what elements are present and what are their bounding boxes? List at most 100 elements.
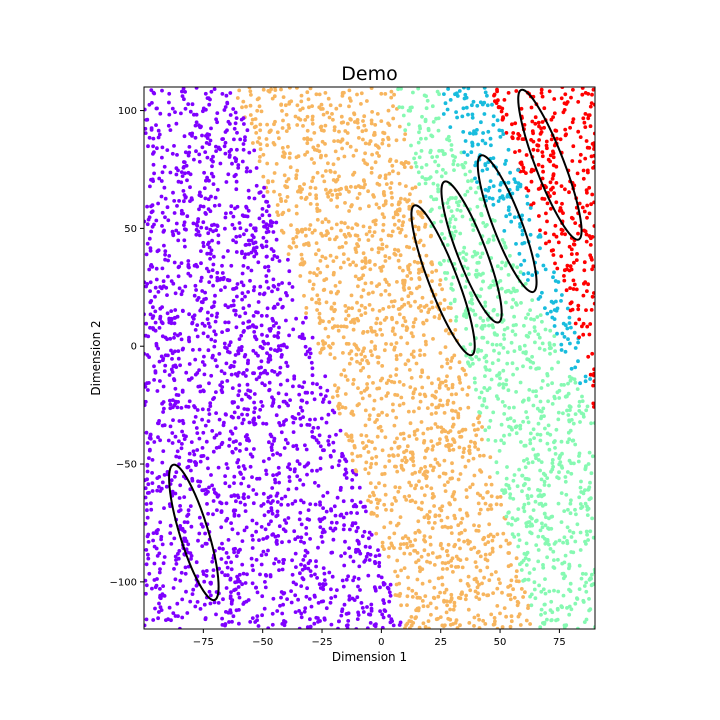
scatter-point <box>500 488 504 493</box>
scatter-point <box>319 102 324 107</box>
scatter-point <box>491 238 496 242</box>
scatter-point <box>412 259 417 264</box>
scatter-point <box>308 417 312 422</box>
scatter-point <box>362 114 367 119</box>
scatter-point <box>415 260 420 265</box>
scatter-point <box>300 257 304 261</box>
scatter-point <box>197 515 202 520</box>
scatter-point <box>258 122 263 127</box>
scatter-point <box>307 105 311 110</box>
scatter-point <box>229 521 234 525</box>
scatter-point <box>512 288 517 293</box>
scatter-point <box>387 256 392 260</box>
scatter-point <box>362 123 367 128</box>
scatter-point <box>258 190 263 195</box>
scatter-point <box>537 409 542 413</box>
scatter-point <box>144 107 147 112</box>
scatter-point <box>306 508 311 512</box>
scatter-point <box>336 156 341 161</box>
scatter-point <box>578 159 582 164</box>
scatter-point <box>351 153 356 158</box>
scatter-point <box>226 320 231 325</box>
scatter-point <box>539 589 544 594</box>
scatter-point <box>235 294 239 299</box>
scatter-point <box>333 149 338 154</box>
scatter-point <box>266 499 270 504</box>
scatter-point <box>278 603 282 608</box>
scatter-point <box>562 274 566 278</box>
scatter-point <box>310 114 315 119</box>
scatter-point <box>510 191 515 196</box>
scatter-point <box>183 571 188 576</box>
scatter-point <box>471 456 476 461</box>
scatter-point <box>295 474 300 479</box>
scatter-point <box>395 393 400 397</box>
scatter-point <box>483 141 488 146</box>
scatter-point <box>180 442 184 446</box>
scatter-point <box>423 594 428 598</box>
scatter-point <box>314 273 319 278</box>
scatter-point <box>400 536 405 540</box>
scatter-point <box>363 423 368 428</box>
scatter-point <box>380 410 384 415</box>
scatter-point <box>281 118 285 123</box>
scatter-point <box>332 504 337 509</box>
scatter-point <box>549 248 554 253</box>
scatter-point <box>165 205 170 210</box>
scatter-point <box>295 168 300 173</box>
scatter-point <box>443 345 448 349</box>
scatter-point <box>458 546 462 551</box>
scatter-point <box>339 485 343 490</box>
scatter-point <box>484 359 489 364</box>
scatter-point <box>321 506 325 510</box>
scatter-point <box>199 454 204 459</box>
scatter-point <box>383 173 388 178</box>
scatter-point <box>583 374 588 379</box>
scatter-point <box>509 619 514 624</box>
scatter-point <box>481 496 485 500</box>
scatter-point <box>425 427 430 431</box>
scatter-point <box>445 107 450 112</box>
scatter-point <box>583 488 587 493</box>
scatter-point <box>587 332 592 337</box>
scatter-point <box>381 138 385 142</box>
scatter-point <box>529 522 534 527</box>
scatter-point <box>404 160 408 165</box>
scatter-point <box>446 542 451 547</box>
scatter-point <box>257 104 262 109</box>
scatter-point <box>476 501 481 506</box>
scatter-point <box>540 94 545 99</box>
scatter-point <box>276 282 281 287</box>
scatter-point <box>367 303 372 307</box>
scatter-point <box>420 215 425 220</box>
scatter-point <box>493 332 497 337</box>
scatter-point <box>301 482 306 487</box>
scatter-point <box>471 423 476 427</box>
scatter-point <box>179 208 184 213</box>
scatter-point <box>500 590 504 595</box>
scatter-point <box>462 150 466 155</box>
scatter-point <box>299 498 303 503</box>
scatter-point <box>477 395 482 400</box>
scatter-point <box>575 387 580 391</box>
scatter-point <box>201 569 206 574</box>
scatter-point <box>502 240 507 245</box>
scatter-point <box>169 542 174 546</box>
scatter-point <box>526 577 531 582</box>
scatter-point <box>509 219 514 224</box>
scatter-point <box>553 396 557 401</box>
scatter-point <box>451 288 455 292</box>
scatter-point <box>503 289 508 294</box>
scatter-point <box>176 356 181 361</box>
scatter-point <box>206 419 211 423</box>
scatter-point <box>416 519 421 524</box>
scatter-point <box>354 343 358 348</box>
scatter-point <box>485 593 489 598</box>
scatter-point <box>182 199 186 204</box>
scatter-point <box>147 236 152 241</box>
scatter-point <box>321 397 326 402</box>
scatter-point <box>301 558 306 562</box>
scatter-point <box>282 518 287 522</box>
scatter-point <box>215 494 220 499</box>
scatter-point <box>202 363 207 367</box>
